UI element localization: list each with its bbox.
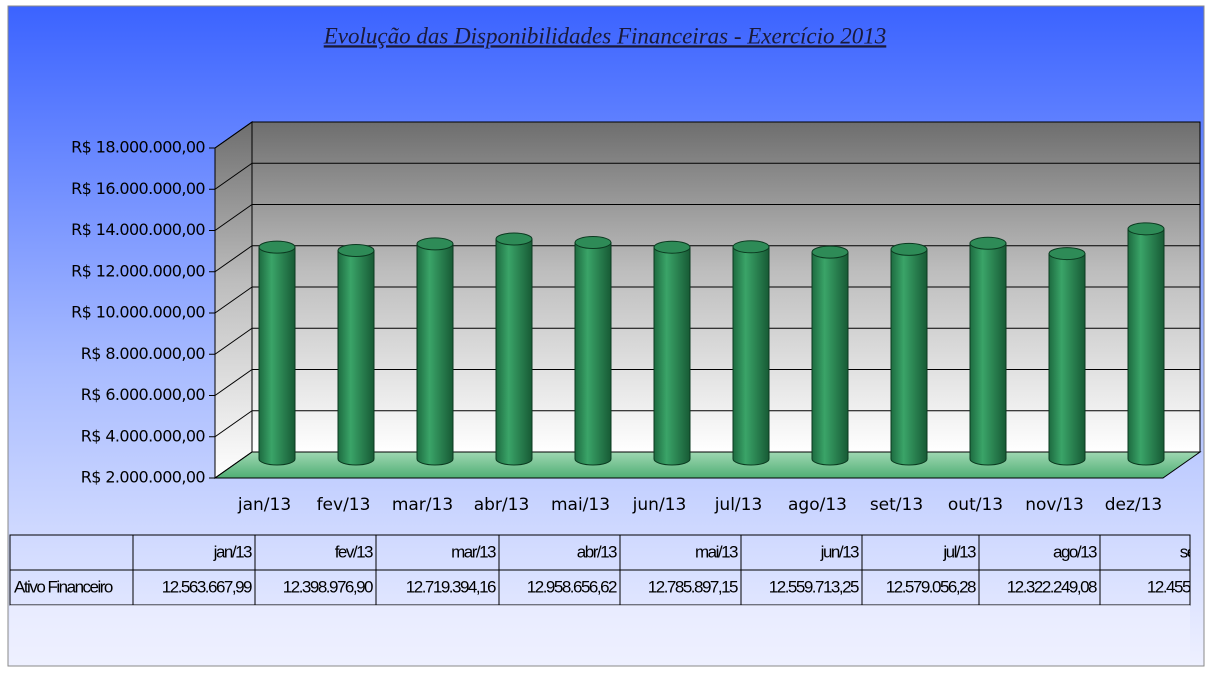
table-header: abr/13 [577,542,617,561]
x-tick-label: jan/13 [237,495,291,515]
bar-top [574,236,612,250]
bar [258,246,296,466]
y-tick-label: R$ 4.000.000,00 [81,426,206,445]
y-tick-label: R$ 18.000.000,00 [71,138,205,157]
bar [337,250,375,466]
y-tick-label: R$ 16.000.000,00 [71,179,205,198]
bar-top [890,242,928,256]
grid-line [214,451,253,479]
bar-top [337,244,375,258]
x-tick-label: nov/13 [1025,495,1084,515]
table-cell: 12.559.713,25 [769,577,859,596]
x-tick-label: mai/13 [551,495,610,515]
table-cell: 12.719.394,16 [406,577,496,596]
grid-line [214,162,253,190]
grid-line [214,245,253,273]
bar-top [653,240,691,254]
bar-top [732,240,770,254]
grid-line [214,327,253,355]
x-tick-label: set/13 [870,495,923,515]
bar [1127,228,1165,466]
bar-top [1127,222,1165,236]
plot: R$ 2.000.000,00 R$ 4.000.000,00 R$ 6.000.0… [71,121,1202,515]
bar [732,246,770,466]
y-tick-label: R$ 6.000.000,00 [81,385,206,404]
bar [574,242,612,466]
y-tick-label: R$ 14.000.000,00 [71,220,205,239]
grid-line [214,121,253,149]
x-tick-label: mar/13 [392,495,453,515]
x-tick-label: jul/13 [714,495,763,515]
x-tick-label: ago/13 [788,495,847,515]
y-tick-label: R$ 2.000.000,00 [81,468,206,487]
table-cell: 12.322.249,08 [1007,577,1097,596]
table-header: jan/13 [213,542,252,561]
table-header: fev/13 [335,542,373,561]
y-tick-label: R$ 8.000.000,00 [81,344,206,363]
table-cell: 12.579.056,28 [886,577,976,596]
bar-top [258,240,296,254]
row-label: Ativo Financeiro [14,577,113,596]
table-footer [10,605,1190,663]
table: Ativo Financeiro jan/13 12.563.667,99 fev/1… [14,535,1212,605]
bar-top [1048,247,1086,261]
bar [811,251,849,466]
bar [890,248,928,466]
table-header: jul/13 [942,542,976,561]
chart-title: Evolução das Disponibilidades Financeira… [323,23,887,48]
bar-top [969,236,1007,250]
x-tick-label: out/13 [948,495,1003,515]
bar-top [495,232,533,246]
x-tick-label: jun/13 [632,495,687,515]
table-header: jun/13 [820,542,859,561]
grid-line [214,369,253,396]
table-cell: 12.455.122 [1147,577,1212,596]
bar [495,238,533,466]
bar [416,243,454,466]
x-tick-label: dez/13 [1105,495,1163,515]
x-tick-label: fev/13 [317,495,371,515]
bar [653,246,691,466]
bar-top [811,245,849,259]
grid-line [214,410,253,438]
table-header: mai/13 [695,542,738,561]
bar [1048,253,1086,466]
table-cell: 12.785.897,15 [648,577,738,596]
table-header: set/13 [1180,542,1212,561]
bar-top [416,237,454,251]
table-cell: 12.398.976,90 [283,577,373,596]
table-header: ago/13 [1053,542,1097,561]
y-tick-label: R$ 12.000.000,00 [71,261,205,280]
grid-line [214,204,253,231]
x-tick-label: abr/13 [474,495,530,515]
grid-line [214,286,253,314]
y-tick-label: R$ 10.000.000,00 [71,303,205,322]
table-cell: 12.958.656,62 [527,577,617,596]
table-header: mar/13 [451,542,496,561]
table-cell: 12.563.667,99 [162,577,252,596]
bar [969,242,1007,466]
